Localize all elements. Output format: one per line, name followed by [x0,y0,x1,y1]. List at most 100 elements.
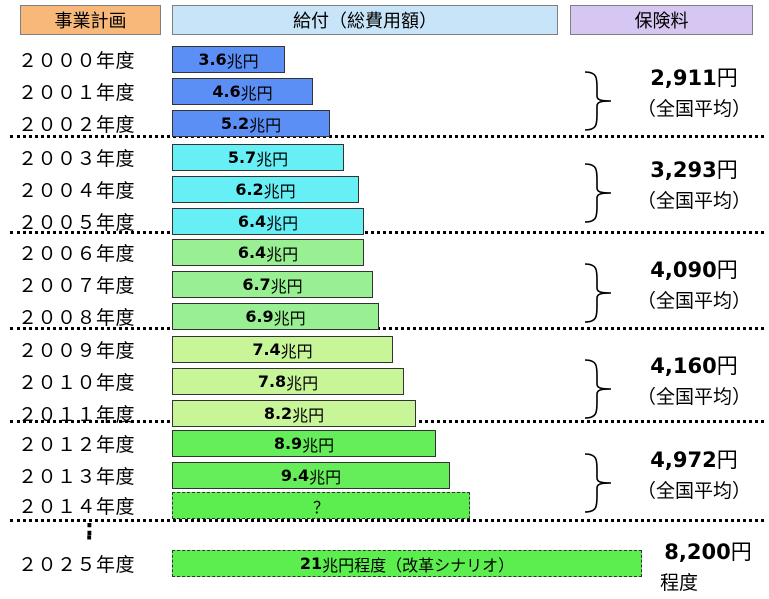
year-label: ２００８年度 [18,307,136,329]
brace-icon [584,163,612,223]
benefit-bar: 5.7 兆円 [172,144,344,171]
benefit-bar: 6.2 兆円 [172,176,359,203]
year-label: ２０１１年度 [18,404,136,426]
benefit-bar: 8.9 兆円 [172,430,436,457]
premium-amount: 3,293円 [620,154,768,184]
bar-unit-label: 兆円 [280,341,313,361]
brace-icon [584,263,612,323]
group-separator [10,135,764,138]
year-label: ２０００年度 [18,50,136,72]
bar-value-label: 6.2 [235,180,264,199]
bar-unit-label: 兆円 [249,115,282,135]
benefit-bar: 3.6 兆円 [172,46,285,73]
benefit-bar: 9.4 兆円 [172,462,450,489]
premium-note: 程度 [660,572,699,594]
bar-value-label: 21 [299,554,323,573]
premium-block: 4,090円 （全国平均） [620,254,768,313]
benefit-bar: 6.9 兆円 [172,303,379,330]
bar-unit-label: 兆円 [302,435,335,455]
premium-yen-unit: 円 [716,448,738,472]
premium-amount-value: 2,911 [650,66,717,90]
year-label: ２００６年度 [18,243,136,265]
premium-note: （全国平均） [636,386,751,408]
header-plan-label: 事業計画 [54,11,127,32]
bar-unit-label: 兆円 [266,213,299,233]
header-premium: 保険料 [570,5,753,35]
premium-amount: 2,911円 [620,62,768,92]
benefit-bar: 21 兆円程度（改革シナリオ） [172,550,642,577]
bar-value-label: 8.2 [263,404,293,423]
year-label: ２００５年度 [18,212,136,234]
premium-note: （全国平均） [636,98,751,120]
benefit-bar: 6.7 兆円 [172,271,373,298]
premium-note: （全国平均） [636,190,751,212]
premium-block: 4,160円 （全国平均） [620,350,768,409]
bar-value-label: 6.7 [242,275,271,294]
benefit-bar: 6.4 兆円 [172,239,364,266]
benefit-bar: 6.4 兆円 [172,208,364,235]
premium-amount-value: 8,200 [664,540,731,564]
year-label: ２００９年度 [18,340,136,362]
premium-amount: 4,090円 [620,254,768,284]
group-separator [10,327,764,330]
premium-yen-unit: 円 [716,354,738,378]
benefit-bar: 7.4 兆円 [172,336,393,363]
bar-unit-label: 兆円 [256,149,289,169]
header-benefit: 給付（総費用額） [172,5,558,35]
year-label: ２０２５年度 [18,554,136,576]
bar-value-label: 6.9 [245,307,274,326]
premium-yen-unit: 円 [730,540,752,564]
bar-unit-label: 兆円 [263,181,296,201]
year-label: ２０１０年度 [18,372,136,394]
year-label: ２００２年度 [18,114,136,136]
benefit-bar: ？ [172,492,470,519]
year-label: ２０１３年度 [18,466,136,488]
bar-unit-label: 兆円 [286,373,319,393]
year-label: ２００４年度 [18,180,136,202]
premium-amount: 4,972円 [620,444,768,474]
premium-block: 2,911円 （全国平均） [620,62,768,121]
year-label: ２００１年度 [18,82,136,104]
premium-yen-unit: 円 [716,158,738,182]
brace-icon [584,71,612,131]
premium-block: 3,293円 （全国平均） [620,154,768,213]
premium-amount: 8,200円 [648,536,768,566]
header-premium-label: 保険料 [634,11,689,32]
bar-value-label: 8.9 [273,434,303,453]
bar-unit-label: 兆円 [270,276,303,296]
premium-block: 4,972円 （全国平均） [620,444,768,503]
group-separator [10,519,764,522]
premium-amount-value: 4,972 [650,448,717,472]
premium-block: 8,200円程度 [648,536,768,595]
header-benefit-label: 給付（総費用額） [293,11,437,32]
bar-unit-label: 兆円程度（改革シナリオ） [322,555,515,575]
bar-value-label: 5.7 [227,148,257,167]
bar-value-label: 7.4 [252,340,281,359]
bar-unit-label: 兆円 [226,51,259,71]
bar-value-label: 5.2 [220,114,250,133]
bar-value-label: 6.4 [237,212,267,231]
bar-value-label: 7.8 [257,372,287,391]
brace-icon [584,453,612,513]
brace-icon [584,359,612,419]
premium-yen-unit: 円 [716,258,738,282]
bar-value-label: 4.6 [212,82,241,101]
premium-amount-value: 4,090 [650,258,717,282]
bar-value-label: 3.6 [198,50,227,69]
premium-amount-value: 3,293 [650,158,717,182]
benefit-bar: 5.2 兆円 [172,110,330,137]
premium-amount: 4,160円 [620,350,768,380]
bar-value-label: 9.4 [280,466,310,485]
premium-note: （全国平均） [636,290,751,312]
premium-note: （全国平均） [636,480,751,502]
benefit-bar: 8.2 兆円 [172,400,416,427]
bar-value-label: ？ [312,497,329,517]
bar-unit-label: 兆円 [240,83,273,103]
premium-yen-unit: 円 [716,66,738,90]
benefit-bar: 4.6 兆円 [172,78,313,105]
year-label: ２０１２年度 [18,434,136,456]
year-label: ２００７年度 [18,275,136,297]
ellipsis-dots: : · [85,516,94,551]
header-plan: 事業計画 [20,5,161,35]
group-separator [10,231,764,234]
